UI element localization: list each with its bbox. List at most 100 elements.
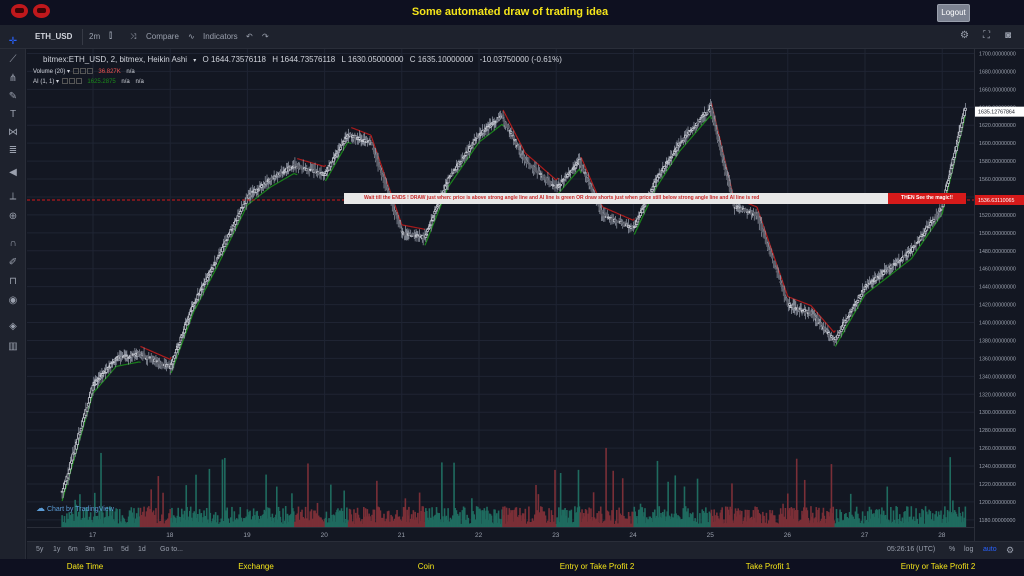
volume-bar: [744, 509, 747, 527]
volume-bar: [489, 514, 492, 527]
indicators-button[interactable]: Indicators: [203, 32, 238, 41]
volume-bar: [243, 518, 245, 527]
volume-bar: [407, 515, 409, 527]
volume-bar: [507, 514, 510, 527]
footer-tab-take-profit-1[interactable]: Take Profit 1: [745, 562, 791, 571]
volume-bar: [669, 516, 671, 527]
trend-line-icon[interactable]: ⟋: [9, 54, 17, 65]
compare-button[interactable]: Compare: [146, 32, 179, 41]
legend-symbol[interactable]: bitmex:ETH_USD, 2, bitmex, Heikin Ashi: [43, 55, 188, 64]
ai-line-segment: [340, 152, 343, 155]
range-1y[interactable]: 1y: [53, 546, 61, 553]
range-1m[interactable]: 1m: [103, 546, 113, 553]
ai-line-segment: [828, 325, 831, 328]
logout-button[interactable]: Logout: [937, 4, 970, 22]
volume-bar: [545, 522, 548, 527]
fib-icon[interactable]: ≣: [8, 145, 18, 156]
trash-icon[interactable]: ▥: [8, 341, 18, 352]
volume-bar: [705, 507, 707, 527]
time-axis[interactable]: 17 18 19 20 21 22 23 24 25 26 27 28: [27, 527, 974, 541]
ai-line-segment: [927, 232, 930, 235]
brush-icon[interactable]: ✎: [8, 91, 18, 102]
chart-canvas[interactable]: [27, 49, 974, 541]
close-icon[interactable]: [75, 78, 82, 85]
volume-bar: [560, 515, 563, 527]
fullscreen-icon[interactable]: ⛶: [983, 30, 990, 41]
range-1d[interactable]: 1d: [138, 546, 146, 553]
candle-body: [64, 481, 68, 485]
volume-label[interactable]: Volume (20): [33, 69, 66, 75]
volume-bar: [800, 519, 802, 527]
lock-icon[interactable]: ⊓: [9, 276, 17, 287]
footer-tab-entry-2[interactable]: Entry or Take Profit 2: [900, 562, 976, 571]
tradingview-watermark[interactable]: ☁ Chart by TradingView: [36, 503, 114, 514]
percent-toggle[interactable]: %: [949, 546, 956, 553]
magnet-icon[interactable]: ∩: [9, 238, 17, 249]
volume-bar: [873, 513, 875, 527]
snapshot-icon[interactable]: ◙: [1005, 30, 1012, 41]
footer-tab-entry-1[interactable]: Entry or Take Profit 2: [559, 562, 635, 571]
indicators-icon[interactable]: ∿: [188, 32, 195, 41]
footer-tab-date-time[interactable]: Date Time: [66, 562, 104, 571]
volume-bar: [196, 517, 198, 527]
volume-bar: [349, 509, 352, 527]
ai-label[interactable]: AI (1, 1): [33, 79, 55, 85]
footer-tab-exchange[interactable]: Exchange: [238, 562, 274, 571]
ai-line-segment: [682, 145, 685, 148]
volume-bar: [333, 515, 336, 527]
range-5y[interactable]: 5y: [36, 546, 44, 553]
log-toggle[interactable]: log: [964, 546, 974, 553]
pattern-icon[interactable]: ⋈: [8, 127, 18, 138]
settings-icon[interactable]: [79, 68, 86, 75]
zoom-icon[interactable]: ⊕: [8, 211, 18, 222]
volume-bar: [918, 513, 921, 527]
stay-drawing-icon[interactable]: ✐: [8, 257, 18, 268]
ai-line-segment: [545, 170, 548, 173]
candle-body: [305, 168, 309, 172]
text-icon[interactable]: T: [9, 109, 17, 120]
ai-line-segment: [825, 322, 828, 325]
eye-icon[interactable]: ◉: [8, 295, 18, 306]
settings-icon[interactable]: ⚙: [960, 30, 969, 41]
crosshair-icon[interactable]: ✛: [8, 36, 18, 47]
volume-bar: [182, 517, 185, 527]
eye-icon[interactable]: [61, 78, 68, 85]
ai-line-segment: [267, 187, 270, 190]
candle-body: [756, 212, 760, 218]
ai-line-segment: [920, 242, 923, 246]
volume-bar: [631, 511, 634, 527]
volume-bar: [789, 515, 792, 527]
volume-bar: [504, 506, 506, 527]
range-6m[interactable]: 6m: [68, 546, 78, 553]
price-chart[interactable]: [27, 49, 974, 527]
compare-icon[interactable]: ⤨: [130, 32, 137, 41]
ruler-icon[interactable]: ⟂: [9, 191, 17, 202]
settings-icon[interactable]: [68, 78, 75, 85]
footer-tab-coin[interactable]: Coin: [417, 562, 435, 571]
undo-icon[interactable]: ↶: [246, 32, 253, 41]
volume-bar: [215, 522, 218, 527]
chart-type-icon[interactable]: ⫾: [109, 30, 113, 41]
candle-body: [373, 148, 376, 155]
ai-line-segment: [154, 352, 157, 354]
volume-bar: [742, 520, 745, 527]
volume-bar: [516, 516, 519, 527]
range-3m[interactable]: 3m: [85, 546, 95, 553]
volume-bar: [199, 514, 202, 527]
range-5d[interactable]: 5d: [121, 546, 129, 553]
symbol-selector[interactable]: ETH_USD: [35, 32, 73, 41]
eye-icon[interactable]: [72, 68, 79, 75]
redo-icon[interactable]: ↷: [262, 32, 269, 41]
goto-button[interactable]: Go to...: [160, 546, 183, 553]
layers-icon[interactable]: ◈: [9, 321, 17, 332]
auto-toggle[interactable]: auto: [983, 546, 997, 553]
price-axis[interactable]: 1700.00000000 1680.00000000 1660.00000000 1…: [974, 49, 1024, 541]
ai-line-segment: [111, 370, 114, 372]
close-icon[interactable]: [86, 68, 93, 75]
settings-icon[interactable]: ⚙: [1006, 545, 1015, 555]
volume-bar: [284, 506, 287, 527]
candle-body: [513, 138, 516, 141]
interval-selector[interactable]: 2m: [89, 32, 101, 41]
back-arrow-icon[interactable]: ◀: [9, 167, 17, 178]
pitchfork-icon[interactable]: ⋔: [8, 73, 18, 84]
